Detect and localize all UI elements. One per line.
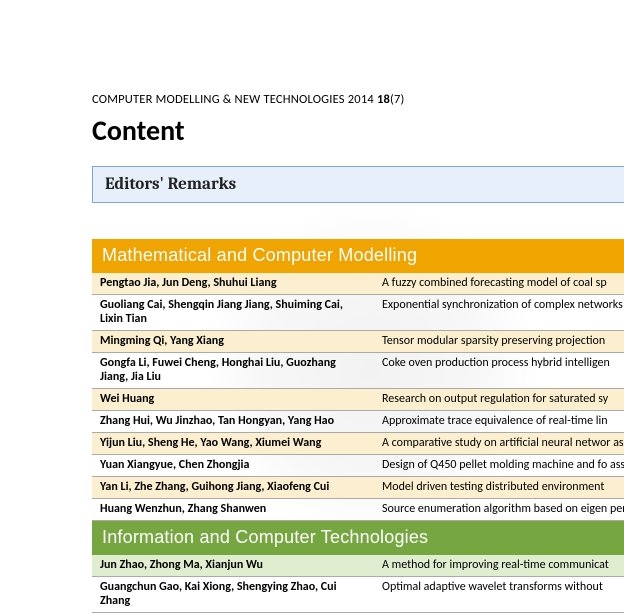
page-content: COMPUTER MODELLING & NEW TECHNOLOGIES 20… bbox=[0, 0, 624, 613]
sections-container: Mathematical and Computer ModellingPengt… bbox=[92, 239, 624, 613]
journal-line: COMPUTER MODELLING & NEW TECHNOLOGIES 20… bbox=[92, 92, 624, 107]
authors-cell: Guoliang Cai, Shengqin Jiang Jiang, Shui… bbox=[92, 295, 374, 331]
authors-cell: Wei Huang bbox=[92, 389, 374, 411]
title-cell: A fuzzy combined forecasting model of co… bbox=[374, 273, 624, 295]
table-row: Gongfa Li, Fuwei Cheng, Honghai Liu, Guo… bbox=[92, 353, 624, 389]
journal-volume: 18 bbox=[377, 92, 390, 107]
table-row: Yan Li, Zhe Zhang, Guihong Jiang, Xiaofe… bbox=[92, 477, 624, 499]
journal-name: COMPUTER MODELLING & NEW TECHNOLOGIES 20… bbox=[92, 92, 374, 107]
title-cell: A comparative study on artificial neural… bbox=[374, 433, 624, 455]
title-cell: Approximate trace equivalence of real-ti… bbox=[374, 411, 624, 433]
table-row: Guangchun Gao, Kai Xiong, Shengying Zhao… bbox=[92, 577, 624, 613]
table-row: Yuan Xiangyue, Chen ZhongjiaDesign of Q4… bbox=[92, 455, 624, 477]
title-cell: Model driven testing distributed environ… bbox=[374, 477, 624, 499]
authors-cell: Zhang Hui, Wu Jinzhao, Tan Hongyan, Yang… bbox=[92, 411, 374, 433]
journal-issue: (7) bbox=[390, 92, 405, 107]
authors-cell: Jun Zhao, Zhong Ma, Xianjun Wu bbox=[92, 555, 374, 577]
authors-cell: Yuan Xiangyue, Chen Zhongjia bbox=[92, 455, 374, 477]
title-cell: Tensor modular sparsity preserving proje… bbox=[374, 331, 624, 353]
table-row: Pengtao Jia, Jun Deng, Shuhui LiangA fuz… bbox=[92, 273, 624, 295]
authors-cell: Yijun Liu, Sheng He, Yao Wang, Xiumei Wa… bbox=[92, 433, 374, 455]
title-cell: Exponential synchronization of complex n… bbox=[374, 295, 624, 331]
page-title: Content bbox=[92, 113, 624, 148]
section-header-math: Mathematical and Computer Modelling bbox=[92, 239, 624, 273]
title-cell: Research on output regulation for satura… bbox=[374, 389, 624, 411]
table-row: Huang Wenzhun, Zhang ShanwenSource enume… bbox=[92, 499, 624, 521]
editors-remarks-box: Editors' Remarks bbox=[92, 166, 624, 203]
authors-cell: Pengtao Jia, Jun Deng, Shuhui Liang bbox=[92, 273, 374, 295]
section-header-info: Information and Computer Technologies bbox=[92, 521, 624, 555]
authors-cell: Gongfa Li, Fuwei Cheng, Honghai Liu, Guo… bbox=[92, 353, 374, 389]
title-cell: Design of Q450 pellet molding machine an… bbox=[374, 455, 624, 477]
authors-cell: Guangchun Gao, Kai Xiong, Shengying Zhao… bbox=[92, 577, 374, 613]
section-table-info: Jun Zhao, Zhong Ma, Xianjun WuA method f… bbox=[92, 555, 624, 613]
table-row: Jun Zhao, Zhong Ma, Xianjun WuA method f… bbox=[92, 555, 624, 577]
table-row: Yijun Liu, Sheng He, Yao Wang, Xiumei Wa… bbox=[92, 433, 624, 455]
section-table-math: Pengtao Jia, Jun Deng, Shuhui LiangA fuz… bbox=[92, 273, 624, 521]
authors-cell: Huang Wenzhun, Zhang Shanwen bbox=[92, 499, 374, 521]
title-cell: Source enumeration algorithm based on ei… bbox=[374, 499, 624, 521]
table-row: Guoliang Cai, Shengqin Jiang Jiang, Shui… bbox=[92, 295, 624, 331]
authors-cell: Mingming Qi, Yang Xiang bbox=[92, 331, 374, 353]
authors-cell: Yan Li, Zhe Zhang, Guihong Jiang, Xiaofe… bbox=[92, 477, 374, 499]
title-cell: Coke oven production process hybrid inte… bbox=[374, 353, 624, 389]
table-row: Wei HuangResearch on output regulation f… bbox=[92, 389, 624, 411]
title-cell: A method for improving real-time communi… bbox=[374, 555, 624, 577]
table-row: Mingming Qi, Yang XiangTensor modular sp… bbox=[92, 331, 624, 353]
title-cell: Optimal adaptive wavelet transforms with… bbox=[374, 577, 624, 613]
table-row: Zhang Hui, Wu Jinzhao, Tan Hongyan, Yang… bbox=[92, 411, 624, 433]
